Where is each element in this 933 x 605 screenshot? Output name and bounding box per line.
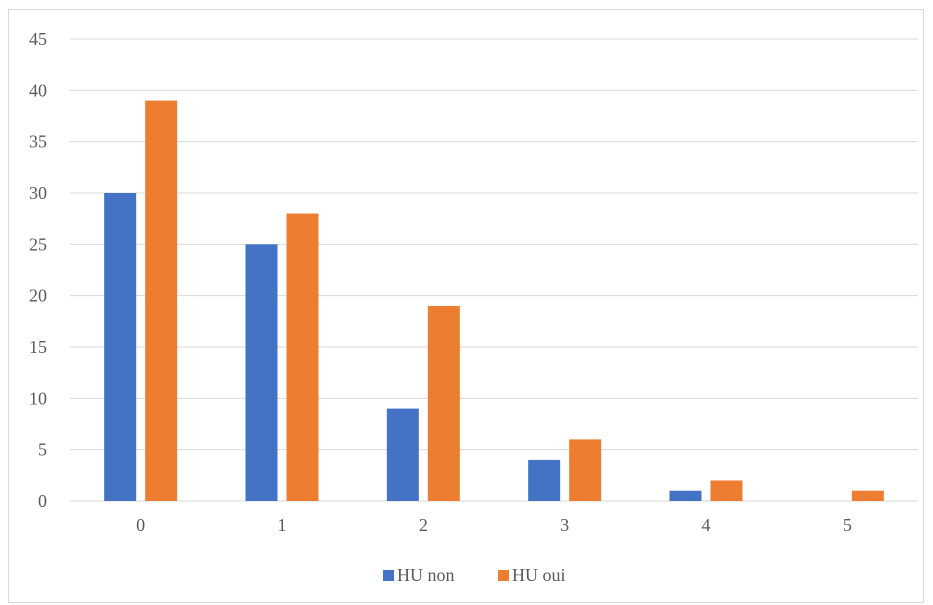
legend: HU non HU oui	[383, 565, 566, 585]
y-tick-label: 40	[29, 80, 47, 100]
bar-hu-oui-2	[427, 305, 460, 501]
y-tick-label: 15	[29, 337, 47, 357]
bar-hu-oui-1	[286, 213, 319, 502]
x-tick-label: 2	[419, 515, 428, 535]
bar-hu-oui-0	[145, 100, 178, 501]
bar-hu-oui-5	[851, 490, 884, 501]
y-tick-label: 0	[38, 491, 47, 511]
bars	[104, 100, 884, 502]
y-tick-label: 5	[38, 440, 47, 460]
bar-hu-non-0	[104, 193, 137, 501]
y-tick-label: 30	[29, 183, 47, 203]
x-tick-label: 0	[136, 515, 145, 535]
legend-swatch	[383, 570, 394, 581]
x-tick-label: 3	[560, 515, 569, 535]
bar-hu-non-1	[245, 244, 278, 502]
y-tick-label: 10	[29, 388, 47, 408]
bar-hu-non-2	[386, 408, 419, 501]
bar-hu-non-4	[669, 490, 702, 501]
y-tick-label: 20	[29, 286, 47, 306]
y-tick-label: 45	[29, 29, 47, 49]
y-tick-label: 25	[29, 234, 47, 254]
legend-label: HU oui	[512, 565, 566, 585]
gridlines	[70, 38, 918, 502]
y-tick-label: 35	[29, 132, 47, 152]
legend-label: HU non	[397, 565, 455, 585]
legend-swatch	[498, 570, 509, 581]
y-axis-ticks: 0 5 10 15 20 25 30 35 40 45	[29, 29, 47, 511]
x-axis-ticks: 0 1 2 3 4 5	[136, 515, 852, 535]
bar-hu-non-3	[528, 459, 561, 501]
x-tick-label: 1	[278, 515, 287, 535]
bar-hu-oui-3	[569, 439, 602, 501]
x-tick-label: 5	[843, 515, 852, 535]
bar-hu-oui-4	[710, 480, 743, 501]
x-tick-label: 4	[702, 515, 711, 535]
